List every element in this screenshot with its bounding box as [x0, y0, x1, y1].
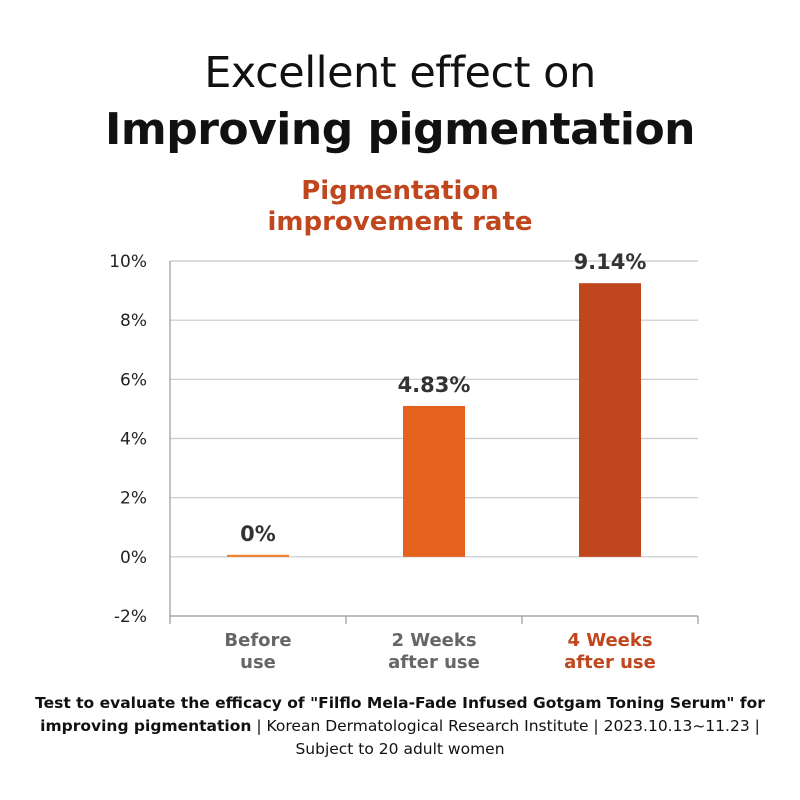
x-tick-label: after use	[388, 652, 480, 673]
footnote-details: | Korean Dermatological Research Institu…	[251, 717, 760, 758]
y-tick-label: 4%	[120, 430, 147, 450]
data-label: 4.83%	[398, 373, 471, 397]
headline-line-2: Improving pigmentation	[104, 104, 696, 155]
bar	[579, 283, 641, 557]
bar	[403, 405, 465, 557]
y-tick-label: 2%	[120, 489, 147, 509]
footnote: Test to evaluate the efficacy of "Filflo…	[20, 692, 780, 761]
y-tick-label: 6%	[120, 370, 147, 390]
data-label: 9.14%	[574, 250, 647, 274]
y-tick-label: 0%	[120, 548, 147, 568]
y-tick-label: 8%	[120, 311, 147, 331]
chart-title-line-2: improvement rate	[267, 207, 533, 237]
x-tick-label: 2 Weeks	[391, 630, 476, 651]
x-tick-label: after use	[564, 652, 656, 673]
data-label: 0%	[240, 522, 276, 546]
chart-title-line-1: Pigmentation	[301, 176, 499, 206]
y-tick-label: -2%	[114, 607, 147, 627]
chart-title: Pigmentation improvement rate	[0, 176, 800, 238]
bar	[227, 554, 289, 557]
x-tick-label: 4 Weeks	[567, 630, 652, 651]
footnote-study-title: Test to evaluate the efficacy of "Filflo…	[35, 694, 765, 735]
x-tick-label: use	[240, 652, 276, 673]
headline-line-1: Excellent effect on	[204, 48, 596, 98]
y-tick-label: 10%	[109, 252, 147, 272]
x-tick-label: Before	[224, 630, 291, 651]
